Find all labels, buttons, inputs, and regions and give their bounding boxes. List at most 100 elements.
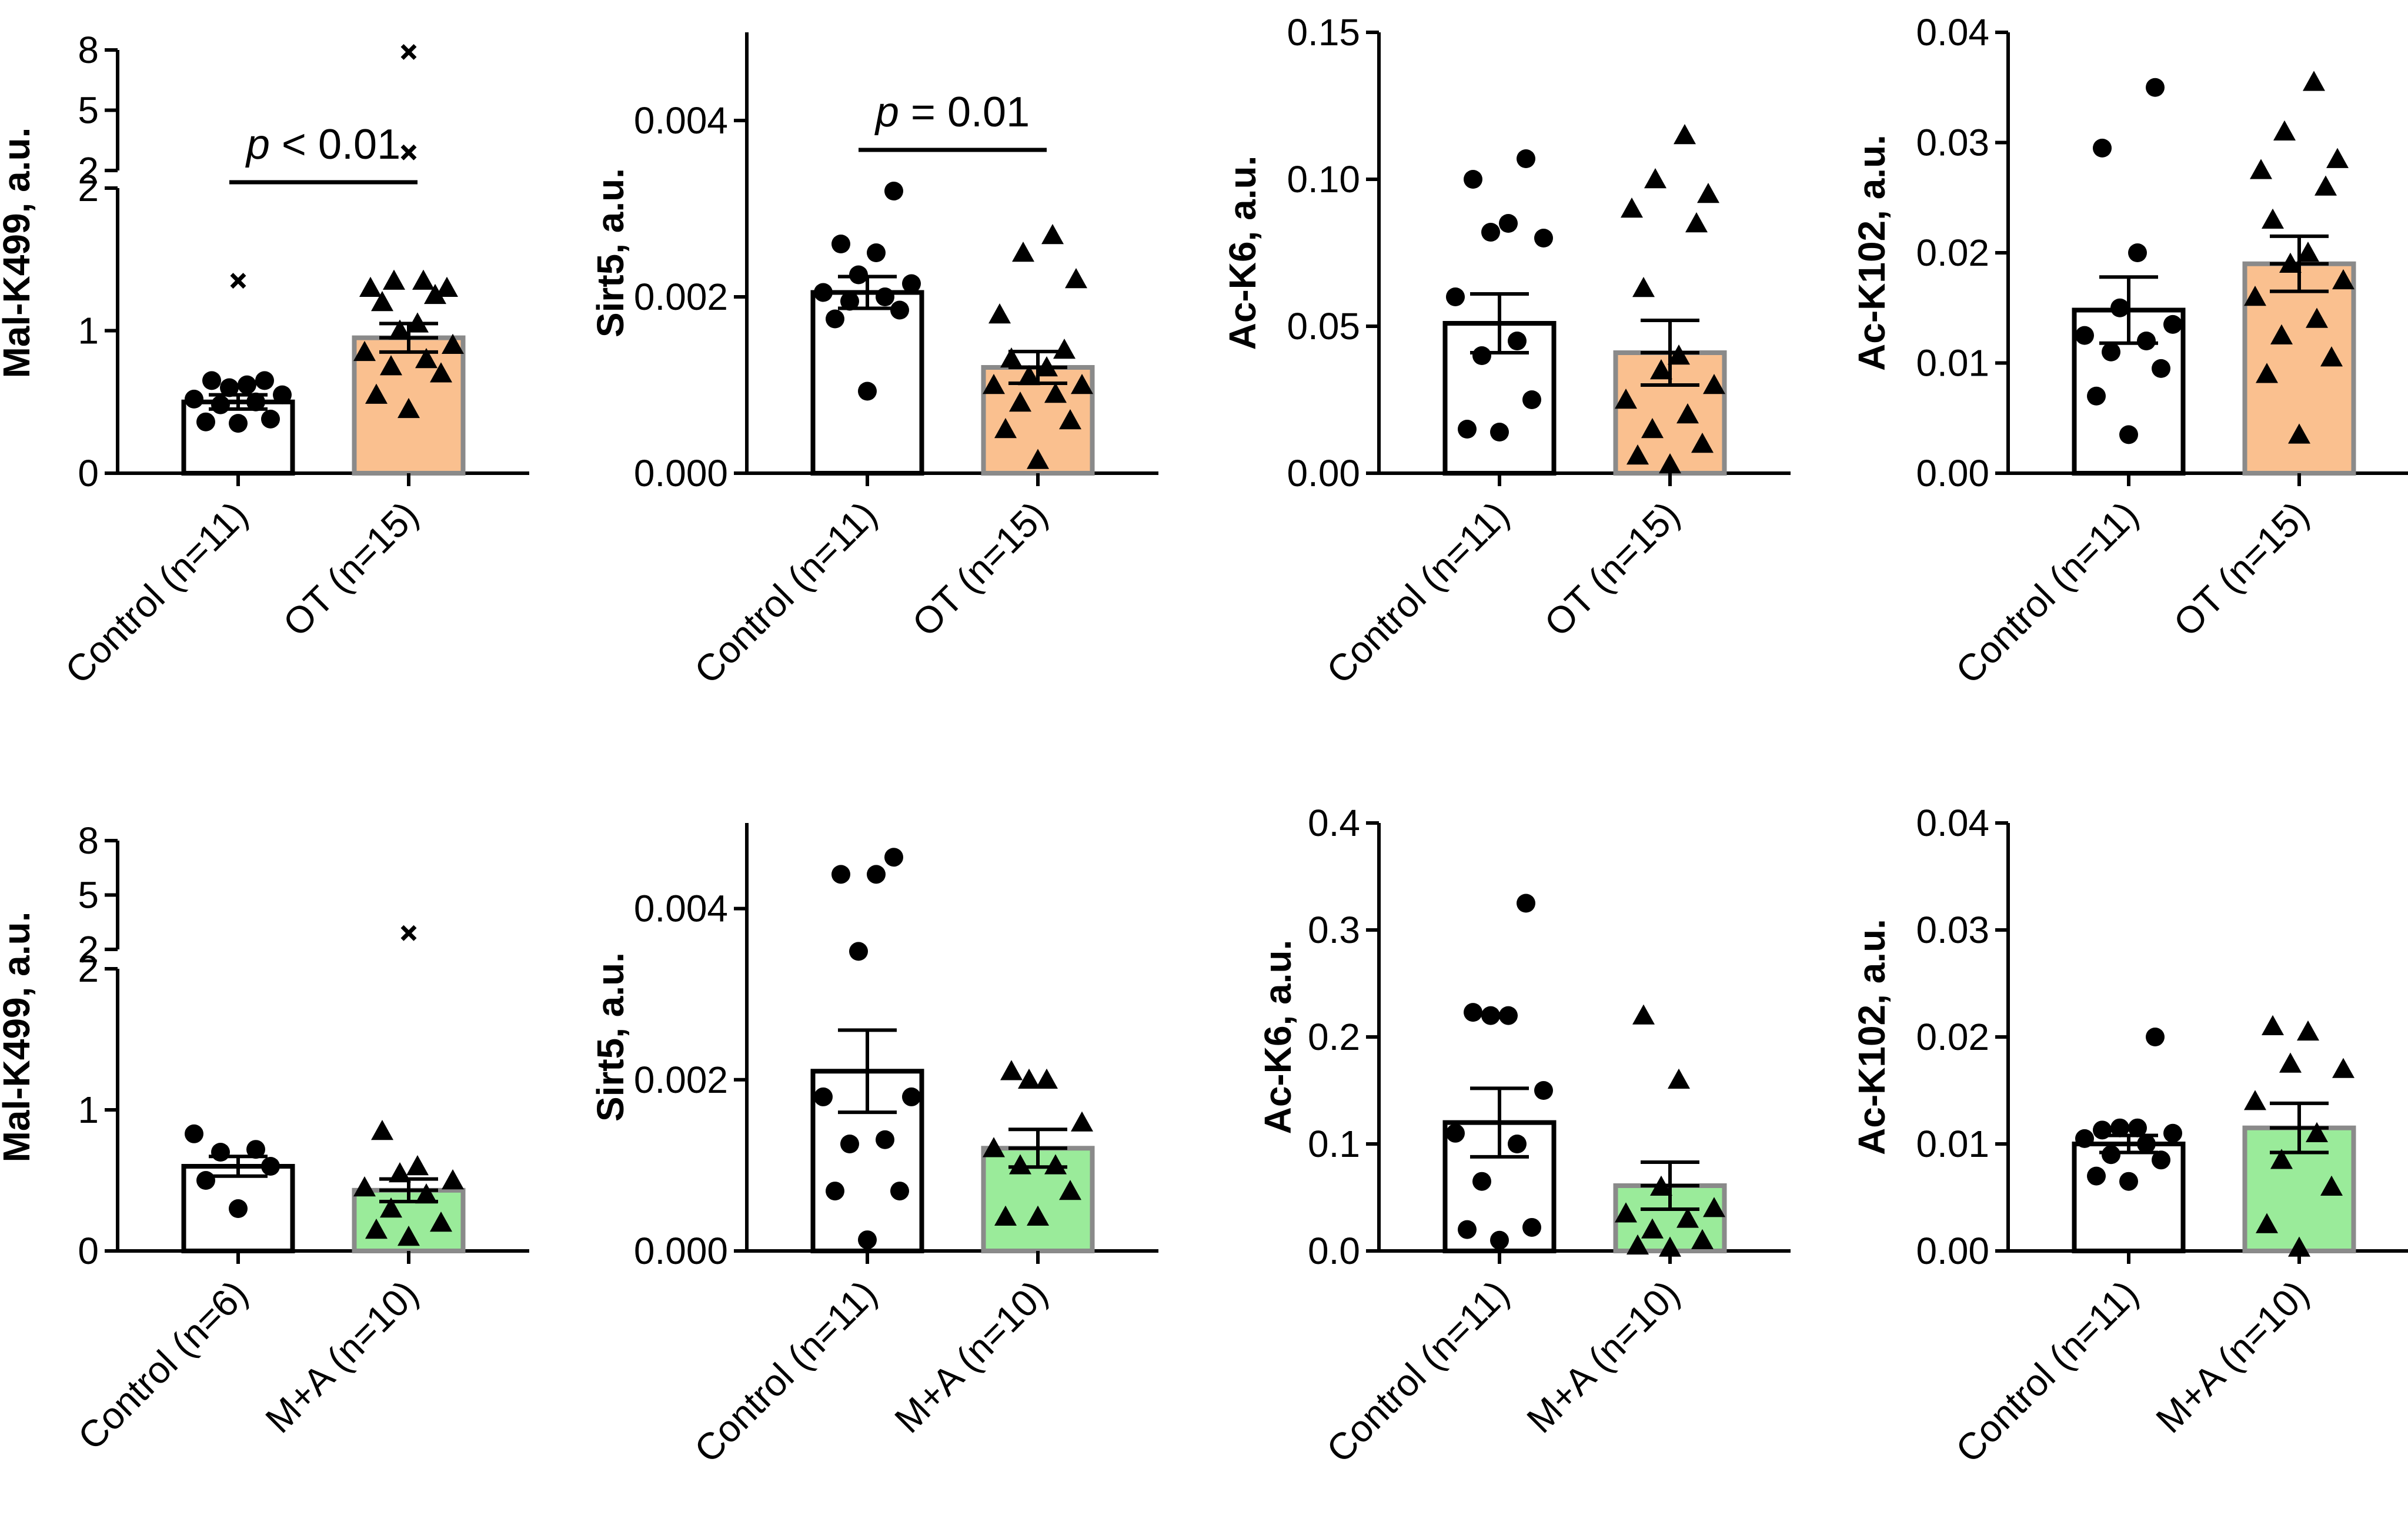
data-point (831, 235, 850, 253)
data-point (424, 283, 446, 305)
data-point (2273, 120, 2296, 140)
data-point (1668, 344, 1690, 365)
data-point (255, 371, 274, 390)
data-point (2102, 342, 2120, 362)
data-point (246, 392, 265, 411)
data-point (261, 409, 280, 429)
data-point (353, 1176, 376, 1197)
y-tick-label: 2 (78, 928, 99, 971)
data-point (211, 395, 230, 414)
data-point (1009, 392, 1031, 412)
data-point (2279, 1052, 2302, 1073)
data-point (2119, 425, 2138, 444)
data-point (1464, 170, 1482, 189)
data-point (1027, 1205, 1049, 1226)
data-point (1481, 1006, 1500, 1025)
chart-panel: 0.00 0.01 0.02 0.03 0.04 Ac-K102, a.u. Control… (1851, 11, 2408, 692)
data-point (1018, 1068, 1040, 1089)
data-point (858, 382, 877, 401)
data-point (1044, 1154, 1067, 1175)
data-point (1499, 1006, 1518, 1025)
data-point (1490, 1230, 1509, 1250)
y-tick-label: 0.000 (634, 452, 728, 494)
data-point (1534, 229, 1553, 247)
data-point (1703, 1197, 1725, 1217)
y-tick-label: 0.00 (1916, 452, 1989, 494)
data-point (1071, 1111, 1093, 1132)
data-point (1446, 1123, 1465, 1143)
y-tick-label: 5 (78, 89, 99, 132)
data-point (2256, 363, 2278, 383)
data-point (902, 274, 921, 293)
data-point (1071, 374, 1093, 394)
chart-panel: 0 1 22 5 8 Mal-K499, a.u. Control (n=6) M+A (n=… (0, 819, 529, 1458)
data-point (1615, 389, 1637, 409)
data-point (1676, 403, 1699, 424)
y-tick-label: 5 (78, 874, 99, 916)
data-point (902, 1087, 921, 1106)
data-point (1668, 1068, 1690, 1089)
y-tick-label: 2 (78, 948, 99, 990)
bar (2242, 261, 2356, 476)
data-point (840, 292, 859, 311)
data-point (1632, 277, 1655, 297)
data-point (2152, 359, 2170, 378)
y-tick-label: 0.02 (1916, 1016, 1989, 1058)
x-category-label: Control (n=11) (1318, 1272, 1517, 1471)
y-tick-label: 0.04 (1916, 11, 1989, 53)
data-point (1517, 149, 1535, 168)
y-tick-label: 0.05 (1287, 305, 1360, 347)
data-point (1522, 1217, 1541, 1237)
data-point (988, 303, 1011, 324)
data-point (831, 865, 850, 884)
data-point (2315, 175, 2337, 196)
data-point (406, 1155, 429, 1176)
data-point (398, 1226, 420, 1246)
data-point (867, 243, 886, 262)
outlier-point (230, 273, 246, 289)
data-point (380, 355, 402, 376)
x-category-label: OT (n=15) (275, 493, 426, 645)
data-point (2262, 1015, 2284, 1035)
data-point (1481, 223, 1500, 242)
chart-panel: 0.00 0.05 0.10 0.15 Ac-K6, a.u. Control (n=11… (1221, 11, 1791, 692)
data-point (2279, 252, 2302, 273)
x-category-label: M+A (n=10) (887, 1272, 1056, 1441)
data-point (211, 1143, 230, 1162)
data-point (983, 374, 1005, 394)
y-tick-label: 0.002 (634, 1059, 728, 1101)
data-point (2128, 1118, 2147, 1137)
data-point (2320, 346, 2343, 367)
y-tick-label: 0.002 (634, 276, 728, 318)
y-axis-title: Ac-K102, a.u. (1851, 919, 1893, 1155)
data-point (1036, 356, 1058, 377)
data-point (365, 383, 388, 404)
data-point (2297, 1020, 2319, 1041)
y-tick-label: 0.00 (1287, 452, 1360, 494)
data-point (1490, 423, 1509, 441)
data-point (1685, 212, 1708, 233)
y-tick-label: 8 (78, 29, 99, 71)
y-tick-label: 0 (78, 452, 99, 494)
data-point (2320, 1175, 2343, 1196)
x-category-label: Control (n=11) (1318, 493, 1517, 692)
data-point (273, 385, 292, 404)
y-tick-label: 0.03 (1916, 909, 1989, 951)
data-point (2093, 1120, 2112, 1140)
data-point (185, 389, 203, 409)
outlier-point (400, 44, 417, 60)
data-point (1041, 224, 1064, 245)
y-tick-label: 8 (78, 819, 99, 862)
data-point (876, 1130, 894, 1149)
data-point (2332, 269, 2354, 290)
y-tick-label: 0.01 (1916, 1123, 1989, 1165)
data-point (1659, 1236, 1681, 1257)
data-point (2110, 298, 2129, 317)
y-axis-title: Sirt5, a.u. (589, 952, 632, 1122)
p-value-symbol: p (245, 121, 270, 168)
x-category-label: Control (n=11) (686, 493, 885, 692)
data-point (430, 1212, 452, 1232)
data-point (849, 942, 868, 961)
data-point (196, 412, 215, 431)
